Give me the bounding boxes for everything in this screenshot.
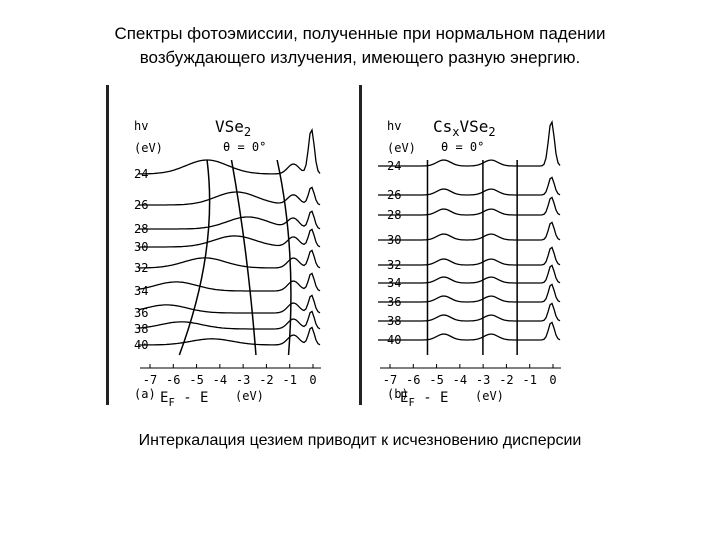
x-tick-label: -1 (282, 373, 296, 387)
x-tick-label: -4 (213, 373, 227, 387)
spectrum-curve (137, 310, 321, 330)
x-tick-label: -7 (143, 373, 157, 387)
spectrum-curve (138, 249, 321, 269)
guide-line (276, 159, 292, 356)
subscript: 2 (488, 125, 495, 139)
energy-label: 38 (134, 322, 148, 336)
spectrum-curve (378, 176, 561, 196)
x-tick-label: -3 (476, 373, 490, 387)
hv-label: hv (387, 119, 401, 133)
formula: CsxVSe2 (433, 117, 496, 139)
text-part: E (400, 390, 408, 406)
x-tick-label: -5 (189, 373, 203, 387)
spectrum-curve (138, 186, 321, 206)
energy-label: 34 (134, 284, 148, 298)
guide-line (230, 159, 257, 356)
energy-label: 36 (134, 306, 148, 320)
angle: θ = 0° (441, 140, 484, 154)
x-tick-label: -3 (236, 373, 250, 387)
x-tick-label: 0 (549, 373, 556, 387)
spectrum-curve (137, 294, 321, 314)
x-tick-label: -2 (499, 373, 513, 387)
spectrum-curve (138, 210, 321, 230)
text-part: VSe (460, 117, 489, 136)
spectrum-curve (378, 302, 561, 322)
x-label: EF - E (160, 390, 208, 409)
scan-edge (359, 85, 362, 405)
title-line: Спектры фотоэмиссии, полученные при норм… (114, 24, 606, 43)
title-line: возбуждающего излучения, имеющего разную… (139, 48, 581, 67)
x-unit: (eV) (475, 389, 504, 403)
subscript: x (452, 125, 459, 139)
spectrum-curve (378, 120, 561, 167)
hv-unit: (eV) (387, 141, 416, 155)
text-part: VSe (215, 117, 244, 136)
hv-label: hv (134, 119, 148, 133)
spectrum-curve (378, 283, 561, 303)
text-part: - E (175, 390, 209, 406)
x-tick-label: -2 (259, 373, 273, 387)
formula: VSe2 (215, 117, 251, 139)
hv-unit: (eV) (134, 141, 163, 155)
x-label: EF - E (400, 390, 448, 409)
x-tick-label: -6 (406, 373, 420, 387)
x-tick-label: -7 (383, 373, 397, 387)
caption: Интеркалация цезием приводит к исчезнове… (138, 432, 582, 449)
angle: θ = 0° (223, 140, 266, 154)
subscript: F (168, 397, 174, 409)
x-tick-label: 0 (309, 373, 316, 387)
subscript: F (408, 397, 414, 409)
x-tick-label: -5 (429, 373, 443, 387)
text-part: Cs (433, 117, 452, 136)
spectrum-curve (138, 326, 321, 346)
panel-label: (b) (387, 387, 409, 401)
x-tick-label: -6 (166, 373, 180, 387)
spectrum-curve (378, 196, 561, 216)
x-unit: (eV) (235, 389, 264, 403)
text-part: E (160, 390, 168, 406)
spectrum-curve (137, 272, 321, 292)
subscript: 2 (244, 125, 251, 139)
text-part: - E (415, 390, 449, 406)
spectrum-curve (378, 246, 561, 266)
panel-label: (a) (134, 387, 156, 401)
x-tick-label: -4 (453, 373, 467, 387)
x-tick-label: -1 (522, 373, 536, 387)
spectrum-curve (378, 264, 561, 284)
guide-line (178, 159, 211, 356)
spectrum-curve (138, 228, 321, 248)
spectrum-curve (378, 221, 561, 241)
spectrum-curve (138, 127, 321, 175)
spectrum-curve (378, 321, 561, 341)
scan-edge (106, 85, 109, 405)
